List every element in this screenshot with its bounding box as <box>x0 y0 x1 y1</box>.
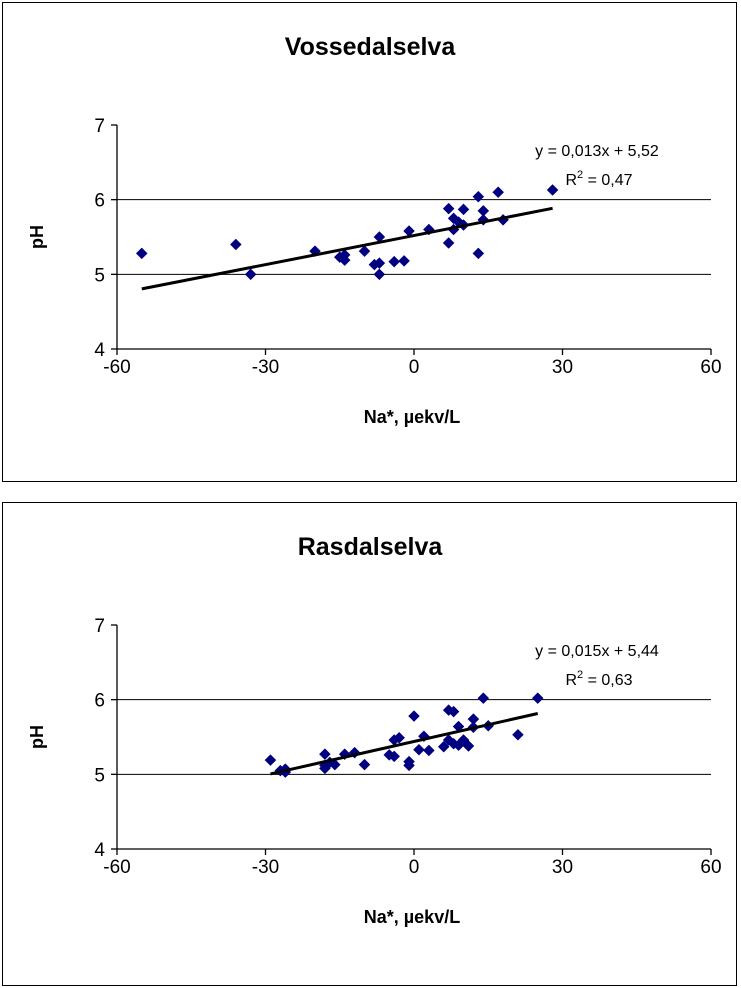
y-axis-title: pH <box>27 225 47 249</box>
y-tick-label-0: 4 <box>94 840 105 861</box>
data-point-17 <box>403 755 415 768</box>
data-point-23 <box>472 190 485 203</box>
x-tick-label-2: 0 <box>409 357 420 378</box>
data-point-36 <box>531 692 544 705</box>
y-tick-label-1: 5 <box>94 765 105 786</box>
data-point-17 <box>442 237 455 249</box>
x-tick-label-3: 30 <box>552 357 573 378</box>
y-tick-label-3: 7 <box>94 116 105 137</box>
x-axis-title: Na*, µekv/L <box>364 907 460 927</box>
scatter-chart-rasdalselva: Rasdalselva 4 5 6 7 -60 -30 0 30 60 Na*, µekv/L pH y… <box>27 533 722 927</box>
y-tick-label-0: 4 <box>94 340 105 361</box>
r-squared-value: = 0,47 <box>583 172 632 189</box>
x-tick-label-4: 60 <box>700 857 721 878</box>
data-point-11 <box>358 758 371 771</box>
trendline-equation: y = 0,015x + 5,44 <box>535 643 659 660</box>
data-point-0 <box>135 247 148 260</box>
r-squared-exponent: 2 <box>577 669 583 681</box>
data-point-7 <box>358 245 371 258</box>
x-tick-label-0: -60 <box>103 357 130 378</box>
x-tick-label-2: 0 <box>409 857 420 878</box>
data-point-0 <box>264 754 277 767</box>
data-point-21 <box>422 744 435 757</box>
data-point-22 <box>437 740 450 753</box>
r-squared-label: R2 = 0,47 <box>565 169 632 189</box>
y-axis-title: pH <box>27 725 47 749</box>
r-squared-prefix: R <box>565 172 577 189</box>
data-point-26 <box>472 247 485 260</box>
y-tick-label-2: 6 <box>94 191 105 212</box>
data-point-2 <box>244 268 257 281</box>
x-axis-title: Na*, µekv/L <box>364 407 460 427</box>
data-point-15 <box>393 731 406 744</box>
r-squared-value: = 0,63 <box>583 672 632 689</box>
chart-title: Rasdalselva <box>298 533 444 561</box>
data-point-29 <box>546 184 559 196</box>
data-point-8 <box>328 758 341 771</box>
r-squared-label: R2 = 0,63 <box>565 669 632 689</box>
data-point-12 <box>388 255 401 268</box>
x-tick-label-1: -30 <box>252 357 279 378</box>
data-point-14 <box>388 750 401 763</box>
scatter-chart-vossedalselva: Vossedalselva 4 5 6 7 -60 -30 0 30 60 Na*, µekv/L p… <box>27 33 722 427</box>
data-point-16 <box>442 202 455 215</box>
data-point-22 <box>457 203 470 216</box>
x-tick-label-0: -60 <box>103 857 130 878</box>
x-tick-label-4: 60 <box>700 357 721 378</box>
data-point-19 <box>413 743 425 756</box>
chart-title: Vossedalselva <box>285 33 457 61</box>
data-point-11 <box>373 268 386 281</box>
r-squared-exponent: 2 <box>577 169 583 181</box>
chart-panel-vossedalselva: Vossedalselva 4 5 6 7 -60 -30 0 30 60 Na*, µekv/L p… <box>2 2 737 482</box>
trendline <box>270 712 539 776</box>
x-tick-label-3: 30 <box>552 857 573 878</box>
y-tick-label-3: 7 <box>94 616 105 637</box>
data-point-30 <box>462 740 475 752</box>
data-point-27 <box>492 186 505 199</box>
trendline-equation: y = 0,013x + 5,52 <box>535 143 659 160</box>
data-point-13 <box>398 255 410 267</box>
r-squared-prefix: R <box>565 672 577 689</box>
data-point-6 <box>338 254 351 267</box>
data-point-35 <box>512 728 524 741</box>
data-point-18 <box>408 710 420 722</box>
y-tick-label-2: 6 <box>94 691 105 712</box>
trendline <box>141 206 553 291</box>
chart-panel-rasdalselva: Rasdalselva 4 5 6 7 -60 -30 0 30 60 Na*, µekv/L pH y… <box>2 502 737 986</box>
data-point-33 <box>477 692 490 705</box>
x-tick-label-1: -30 <box>252 857 279 878</box>
data-point-25 <box>447 705 460 718</box>
y-tick-label-1: 5 <box>94 265 105 286</box>
data-point-1 <box>229 238 242 251</box>
